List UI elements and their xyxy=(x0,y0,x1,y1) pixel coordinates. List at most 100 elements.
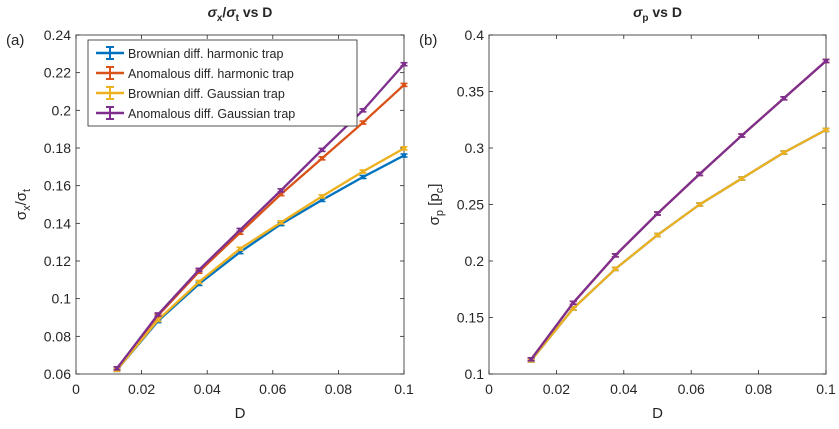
x-tick-label: 0.02 xyxy=(543,381,570,397)
panel-label: (a) xyxy=(6,32,24,49)
x-axis-label: D xyxy=(652,405,663,422)
y-tick-label: 0.15 xyxy=(457,310,484,326)
y-label-subscript: x xyxy=(21,205,33,211)
series-3 xyxy=(527,127,830,363)
y-tick-label: 0.22 xyxy=(44,65,71,81)
y-tick-label: 0.1 xyxy=(52,291,72,307)
y-label-symbol: σ xyxy=(426,215,443,225)
data-point xyxy=(238,250,242,255)
title-symbol: σ xyxy=(633,4,643,20)
series-line xyxy=(530,128,827,362)
x-tick-label: 0 xyxy=(72,381,80,397)
title-rest: vs D xyxy=(648,4,681,20)
data-point xyxy=(197,279,201,284)
data-point xyxy=(156,312,160,317)
series-3 xyxy=(113,146,408,373)
legend-box xyxy=(87,39,358,127)
data-point xyxy=(279,192,283,197)
x-axis-label: D xyxy=(235,405,246,422)
legend-label: Brownian diff. Gaussian trap xyxy=(128,87,285,101)
data-point xyxy=(320,147,324,152)
y-axis-label: σp [pc] xyxy=(426,184,446,226)
y-tick-label: 0.2 xyxy=(52,102,72,118)
y-tick-label: 0.24 xyxy=(44,27,71,43)
x-tick-label: 0.06 xyxy=(678,381,705,397)
data-point xyxy=(571,306,576,311)
title-rest: vs D xyxy=(239,4,272,20)
data-point xyxy=(697,202,702,207)
legend: Brownian diff. harmonic trap Anomalous di… xyxy=(87,39,358,127)
x-tick-label: 0.08 xyxy=(325,381,352,397)
data-point xyxy=(824,58,828,63)
x-tick-label: 0.02 xyxy=(128,381,155,397)
y-label-slash: / xyxy=(13,200,30,205)
title-symbol: σ xyxy=(226,4,236,20)
data-point xyxy=(739,133,744,138)
y-label-symbol: σ xyxy=(13,210,30,220)
data-point xyxy=(781,150,786,155)
data-point xyxy=(279,188,283,193)
data-point xyxy=(197,267,201,272)
data-point xyxy=(361,120,365,125)
data-point xyxy=(361,108,365,113)
title-subscript: x xyxy=(217,13,223,24)
x-tick-label: 0.04 xyxy=(610,381,637,397)
data-point xyxy=(238,246,242,251)
data-point xyxy=(739,176,744,181)
y-tick-label: 0.25 xyxy=(457,197,484,213)
x-tick-label: 0.1 xyxy=(394,381,414,397)
axes-box xyxy=(488,34,827,375)
series-line xyxy=(116,147,405,371)
y-tick-label: 0.12 xyxy=(44,253,71,269)
title-subscript: t xyxy=(236,13,240,24)
title-subscript: p xyxy=(642,13,648,24)
legend-label: Anomalous diff. harmonic trap xyxy=(128,67,294,81)
y-tick-label: 0.14 xyxy=(44,215,71,231)
data-point xyxy=(361,175,365,180)
data-point xyxy=(655,233,660,238)
y-label-subscript: p xyxy=(434,210,446,216)
data-point xyxy=(320,194,324,199)
y-label-subscript: t xyxy=(21,189,33,192)
data-point xyxy=(402,82,406,87)
chart-title: σx/σt vs D xyxy=(208,4,273,24)
chart-panel-2: 0 0.02 0.04 0.06 0.08 0.1 0.1 0.15 0.2 0.25 0.3 0.3… xyxy=(419,4,836,422)
data-point xyxy=(402,146,406,151)
y-tick-label: 0.06 xyxy=(44,366,71,382)
data-point xyxy=(571,300,576,305)
x-tick-label: 0.1 xyxy=(816,381,836,397)
y-tick-label: 0.3 xyxy=(465,140,485,156)
data-point xyxy=(613,266,618,271)
title-symbol: σ xyxy=(208,4,218,20)
chart-title: σp vs D xyxy=(633,4,682,24)
data-point xyxy=(320,156,324,161)
chart-panel-1: 0 0.02 0.04 0.06 0.08 0.1 0.06 0.08 0.1 0.12 0.14 0… xyxy=(6,4,414,422)
x-tick-label: 0.08 xyxy=(745,381,772,397)
legend-label: Brownian diff. harmonic trap xyxy=(128,47,283,61)
data-point xyxy=(238,227,242,232)
x-tick-label: 0.06 xyxy=(259,381,286,397)
data-point xyxy=(529,357,534,362)
y-tick-label: 0.16 xyxy=(44,178,71,194)
y-label-subscript: c xyxy=(434,187,446,193)
y-tick-label: 0.35 xyxy=(457,84,484,100)
data-point xyxy=(115,366,119,371)
title-slash: / xyxy=(222,4,226,20)
panel-label: (b) xyxy=(419,32,437,49)
data-point xyxy=(238,230,242,235)
y-tick-label: 0.1 xyxy=(465,366,485,382)
y-tick-label: 0.08 xyxy=(44,328,71,344)
data-point xyxy=(613,253,618,258)
x-tick-label: 0.04 xyxy=(194,381,221,397)
x-tick-label: 0 xyxy=(485,381,493,397)
y-label-unit-end: ] xyxy=(426,184,443,188)
data-point xyxy=(320,197,324,202)
y-tick-label: 0.2 xyxy=(465,253,485,269)
y-tick-label: 0.4 xyxy=(465,27,485,43)
data-point xyxy=(402,62,406,67)
y-axis-label: σx/σt xyxy=(13,189,33,220)
data-point xyxy=(279,220,283,225)
y-tick-label: 0.18 xyxy=(44,140,71,156)
